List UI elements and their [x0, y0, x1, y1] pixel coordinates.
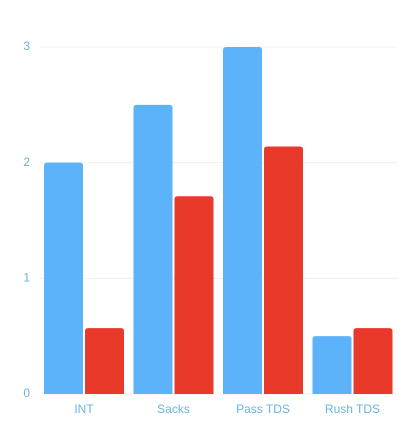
bar	[312, 336, 352, 394]
bar	[264, 146, 303, 394]
bar	[174, 196, 214, 394]
y-tick-label: 0	[23, 386, 30, 400]
x-tick-label: Pass TDS	[236, 402, 290, 416]
bar	[223, 47, 262, 394]
y-tick-label: 1	[23, 271, 30, 285]
bar	[353, 328, 393, 394]
y-tick-label: 2	[23, 155, 30, 169]
bar	[85, 328, 124, 394]
bar	[44, 162, 83, 394]
x-tick-label: Rush TDS	[325, 402, 380, 416]
bar	[133, 104, 173, 394]
x-tick-label: Sacks	[157, 402, 190, 416]
x-tick-label: INT	[74, 402, 94, 416]
y-tick-label: 3	[23, 39, 30, 53]
